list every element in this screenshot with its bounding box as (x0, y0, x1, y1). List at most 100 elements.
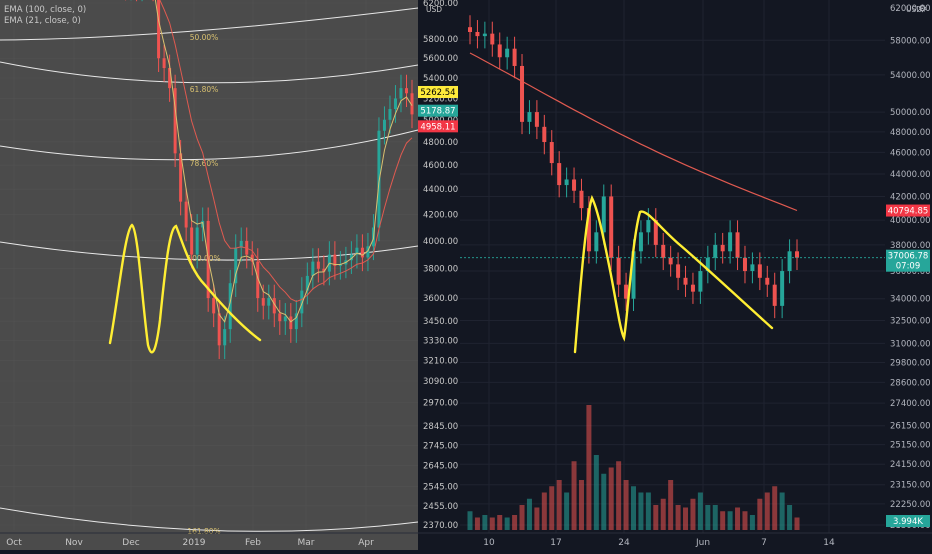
left-candle-body (355, 247, 359, 255)
fib-arc-2 (0, 129, 419, 161)
left-candle-body (294, 313, 298, 330)
right-candle-body (713, 244, 718, 258)
right-price-tick-13: 31000.00 (890, 339, 931, 349)
right-price-badge-text-0: 40794.85 (888, 207, 929, 217)
left-time-tick-2: Dec (122, 538, 139, 548)
right-candle-body (653, 220, 658, 245)
volume-bar (638, 492, 644, 530)
left-candle-body (239, 240, 243, 248)
right-price-badge-text-3: 3.994K (893, 517, 923, 527)
volume-bar (616, 461, 622, 530)
left-price-badge-0 (418, 85, 458, 98)
right-time-tick-1: 17 (550, 538, 561, 548)
left-time-tick-0: Oct (6, 538, 22, 548)
left-time-tick-6: Apr (358, 538, 374, 548)
right-time-tick-2: 24 (618, 538, 630, 548)
right-price-tick-17: 26150.00 (890, 422, 931, 432)
right-price-tick-15: 28600.00 (890, 378, 931, 388)
volume-bar (541, 492, 547, 530)
right-candle-body (512, 48, 517, 66)
right-candle-body (586, 208, 591, 252)
fib-arc-3 (0, 241, 419, 261)
volume-bar (705, 505, 711, 530)
right-candle-body (527, 112, 532, 122)
volume-bar (772, 486, 778, 530)
right-time-tick-4: 7 (761, 538, 767, 548)
right-candle-body (683, 277, 688, 285)
left-candle-body (366, 246, 370, 258)
right-candle-body (475, 31, 480, 37)
volume-bar (645, 492, 651, 530)
left-candle-body (388, 109, 392, 120)
volume-bar (623, 480, 629, 530)
right-candle-body (720, 244, 725, 252)
volume-bar (564, 492, 570, 530)
right-candle-body (564, 179, 569, 186)
volume-bar (601, 473, 607, 530)
left-price-tick-15: 3210.00 (423, 356, 458, 366)
right-candle-body (542, 126, 547, 143)
left-unit-label: USD (426, 5, 442, 14)
volume-bar (757, 498, 763, 530)
volume-bar (749, 515, 755, 530)
volume-bar (489, 517, 495, 530)
legend-layer: EMA (100, close, 0)EMA (21, close, 0) (4, 5, 86, 26)
right-candle-body (497, 44, 502, 58)
volume-bar (556, 480, 562, 530)
left-candle-body (217, 313, 221, 346)
volume-bar (586, 405, 592, 530)
right-candle-body (594, 232, 599, 252)
right-candle-body (787, 251, 792, 272)
right-candle-body (624, 284, 629, 299)
left-annotation-stroke (108, 223, 262, 354)
right-price-tick-1: 58000.00 (890, 36, 931, 46)
right-candle-body (676, 264, 681, 278)
left-price-tick-6: 4800.00 (423, 138, 458, 148)
left-candle-body (410, 93, 414, 115)
fibonacci-fan-layer: 50.00% 61.80% 78.60% 100.00% 161.80% (0, 7, 419, 536)
left-price-tick-10: 4000.00 (423, 237, 458, 247)
left-candle-body (311, 261, 315, 276)
fib-arc-0 (0, 7, 419, 41)
left-price-badge-text-2: 4958.11 (420, 122, 455, 132)
right-annotation-stroke (573, 194, 774, 354)
right-candle-body (616, 257, 621, 285)
left-candle-body (179, 153, 183, 202)
volume-bar (504, 517, 510, 530)
left-price-tick-14: 3330.00 (423, 336, 458, 346)
left-candle-body (382, 119, 386, 131)
left-candle-body (349, 254, 353, 261)
right-candle-body (742, 257, 747, 272)
right-candle-body (668, 257, 673, 265)
left-candle-body (157, 0, 161, 59)
left-price-tick-21: 2545.00 (423, 482, 458, 492)
left-candle-body (162, 58, 166, 69)
left-price-tick-17: 2970.00 (423, 399, 458, 409)
right-candle-body (646, 220, 651, 233)
right-price-badge-0 (886, 204, 930, 217)
left-price-tick-20: 2645.00 (423, 461, 458, 471)
right-candle-body (728, 232, 733, 252)
left-candle-body (278, 313, 282, 322)
right-candle-body (579, 190, 584, 209)
fib-label-1: 61.80% (190, 85, 219, 94)
left-price-tick-9: 4200.00 (423, 210, 458, 220)
left-candle-body (393, 98, 397, 110)
volume-bar (482, 515, 488, 530)
left-candle-body (190, 227, 194, 255)
volume-bar (512, 515, 518, 530)
right-price-tick-18: 25150.00 (890, 441, 931, 451)
left-candle-body (234, 247, 238, 284)
left-time-tick-1: Nov (65, 538, 83, 548)
left-time-tick-5: Mar (298, 538, 315, 548)
right-candle-body (601, 196, 606, 233)
volume-bar (593, 455, 599, 530)
right-price-tick-5: 46000.00 (890, 148, 931, 158)
right-candle-body (520, 65, 525, 122)
right-time-tick-5: 14 (823, 538, 835, 548)
left-candle-body (272, 298, 276, 314)
volume-bar (608, 467, 614, 530)
volume-bar (467, 511, 473, 530)
left-price-tick-22: 2455.00 (423, 502, 458, 512)
